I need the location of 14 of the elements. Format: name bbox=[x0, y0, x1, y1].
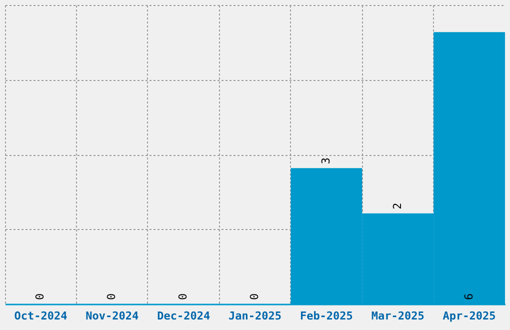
x-tick-label: Apr-2025 bbox=[442, 310, 496, 322]
x-tick-label: Dec-2024 bbox=[157, 310, 210, 322]
data-label: 0 bbox=[34, 293, 47, 300]
x-tick-label: Mar-2025 bbox=[371, 310, 424, 322]
data-label: 6 bbox=[462, 293, 476, 300]
x-tick-label: Jan-2025 bbox=[228, 310, 282, 322]
x-tick-label: Oct-2024 bbox=[14, 310, 68, 322]
data-label: 0 bbox=[105, 293, 118, 300]
data-label: 0 bbox=[176, 293, 190, 300]
x-tick-label: Feb-2025 bbox=[300, 310, 353, 322]
x-tick-label: Nov-2024 bbox=[86, 310, 140, 322]
data-label: 0 bbox=[248, 293, 261, 300]
data-label: 3 bbox=[319, 157, 332, 164]
data-label: 2 bbox=[390, 202, 404, 210]
